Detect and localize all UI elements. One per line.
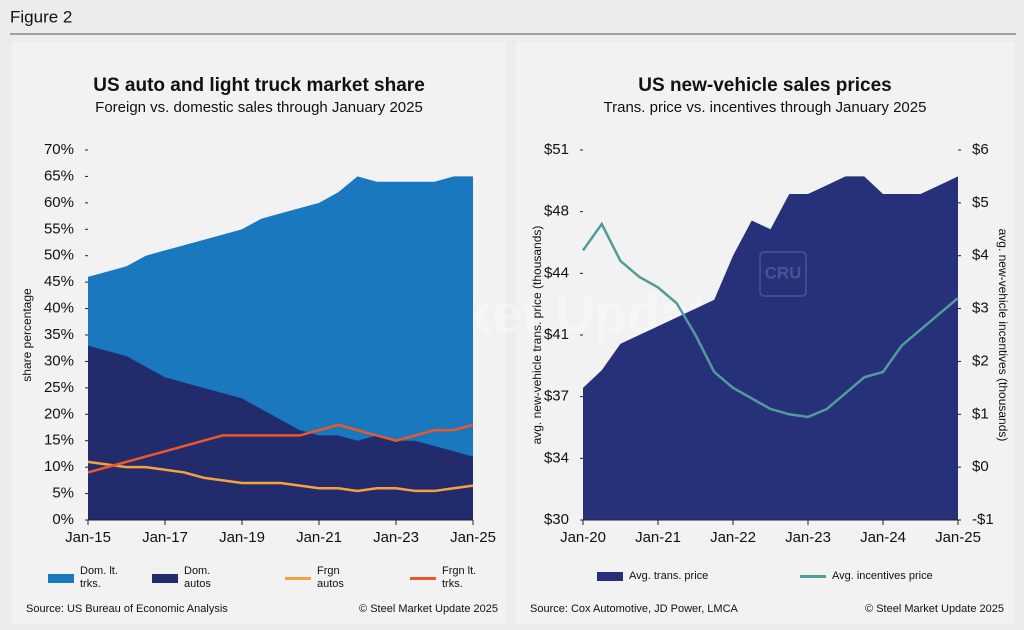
y-tick-label: 70% [44, 141, 74, 158]
y-tick-label: 45% [44, 273, 74, 290]
y-axis-label: avg. new-vehicle trans. price (thousands… [530, 226, 544, 445]
x-tick-label: Jan-25 [450, 529, 496, 546]
legend-item: Dom. lt. trks. [48, 565, 125, 591]
watermark: CRU [765, 263, 802, 282]
line [87, 423, 474, 474]
y2-tick-label: $6 [972, 141, 989, 158]
y2-tick-label: $0 [972, 458, 989, 475]
y-axis-label: share percentage [20, 288, 34, 382]
y-tick-label: $48 [544, 203, 569, 220]
x-tick-label: Jan-19 [219, 529, 265, 546]
copyright: © Steel Market Update 2025 [865, 603, 1004, 615]
y-tick-label: $34 [544, 449, 569, 466]
y-tick-label: 15% [44, 432, 74, 449]
legend-item: Avg. incentives price [800, 570, 933, 583]
y-tick-label: 35% [44, 326, 74, 343]
copyright: © Steel Market Update 2025 [359, 603, 498, 615]
legend-item: Frgn autos [285, 565, 362, 591]
chart-title: US new-vehicle sales prices [638, 75, 891, 96]
x-tick-label: Jan-23 [785, 529, 831, 546]
legend-swatch [48, 573, 74, 583]
y-tick-label: 25% [44, 379, 74, 396]
chart-subtitle: Trans. price vs. incentives through Janu… [604, 99, 927, 116]
y-tick-label: $51 [544, 141, 569, 158]
y-tick-label: 40% [44, 300, 74, 317]
y-tick-label: 65% [44, 167, 74, 184]
source: Source: US Bureau of Economic Analysis [26, 603, 228, 615]
x-tick-label: Jan-24 [860, 529, 906, 546]
y2-tick-label: $1 [972, 405, 989, 422]
legend-swatch [152, 573, 178, 583]
y2-tick-label: $4 [972, 247, 989, 264]
x-tick-label: Jan-22 [710, 529, 756, 546]
y-tick-label: $30 [544, 511, 569, 528]
y-tick-label: 50% [44, 247, 74, 264]
y-tick-label: 30% [44, 352, 74, 369]
y-tick-label: 5% [52, 485, 74, 502]
legend-label: Avg. incentives price [832, 570, 933, 582]
area [88, 345, 473, 520]
y-tick-label: $44 [544, 264, 569, 281]
area [583, 176, 958, 520]
legend-label: Frgn autos [317, 565, 344, 590]
y2-tick-label: $2 [972, 352, 989, 369]
y-tick-label: 60% [44, 194, 74, 211]
legend-swatch [800, 575, 826, 578]
legend-label: Frgn lt. trks. [442, 565, 477, 590]
x-tick-label: Jan-25 [935, 529, 981, 546]
x-tick-label: Jan-15 [65, 529, 111, 546]
line [581, 221, 959, 419]
x-tick-label: Jan-17 [142, 529, 188, 546]
legend-swatch [410, 576, 436, 580]
legend-label: Dom. autos [184, 565, 211, 590]
x-tick-label: Jan-20 [560, 529, 606, 546]
legend-swatch [597, 572, 623, 581]
y-tick-label: $37 [544, 388, 569, 405]
legend-item: Frgn lt. trks. [410, 565, 487, 591]
y2-tick-label: $5 [972, 194, 989, 211]
x-tick-label: Jan-23 [373, 529, 419, 546]
legend-label: Avg. trans. price [629, 570, 709, 582]
y-tick-label: $41 [544, 326, 569, 343]
y2-axis-label: avg. new-vehicle incentives (thousands) [996, 229, 1010, 442]
chart-subtitle: Foreign vs. domestic sales through Janua… [95, 99, 423, 116]
x-tick-label: Jan-21 [635, 529, 681, 546]
source: Source: Cox Automotive, JD Power, LMCA [530, 603, 739, 615]
y-tick-label: 0% [52, 511, 74, 528]
chart-title: US auto and light truck market share [93, 75, 425, 96]
line [87, 460, 474, 493]
legend-item: Dom. autos [152, 565, 229, 591]
y-tick-label: 20% [44, 405, 74, 422]
y-tick-label: 10% [44, 458, 74, 475]
y2-tick-label: -$1 [972, 511, 994, 528]
x-tick-label: Jan-21 [296, 529, 342, 546]
legend-label: Dom. lt. trks. [80, 565, 118, 590]
y-tick-label: 55% [44, 220, 74, 237]
legend-swatch [285, 576, 311, 580]
y2-tick-label: $3 [972, 300, 989, 317]
legend-item: Avg. trans. price [597, 570, 708, 583]
watermark-box [759, 251, 807, 297]
figure-label: Figure 2 [10, 7, 72, 26]
